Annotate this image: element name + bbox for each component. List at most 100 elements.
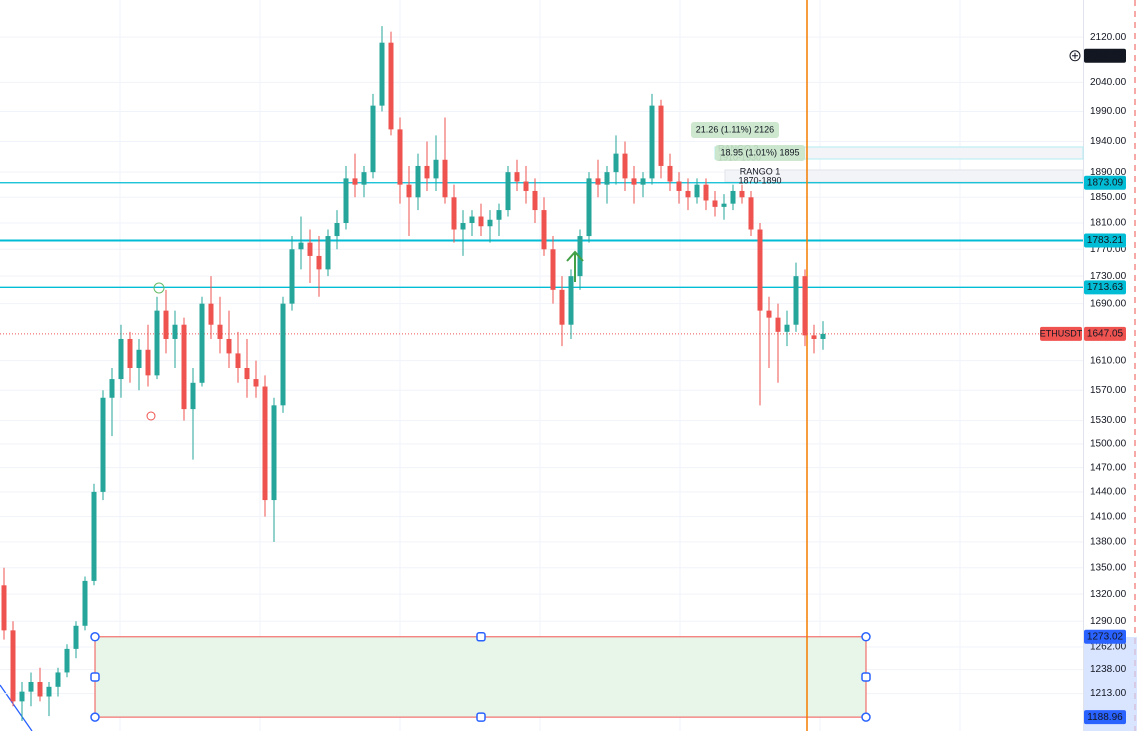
candle-body — [451, 197, 457, 230]
annotation: 1870-1890 — [738, 175, 781, 185]
candle-body — [118, 338, 124, 380]
candle-body — [694, 184, 700, 198]
candle-body — [685, 190, 691, 198]
level-badge: 1873.09 — [1087, 177, 1124, 188]
candle-body — [721, 203, 727, 207]
candle-body — [361, 172, 367, 185]
annotation-bg — [691, 122, 779, 138]
level-badge-bg — [1084, 233, 1126, 248]
y-tick-label: 1470.00 — [1090, 462, 1127, 473]
candle-body — [397, 129, 403, 185]
candle-body — [541, 210, 547, 250]
candle-body — [163, 310, 169, 339]
marker — [153, 282, 165, 294]
crosshair-badge-bg — [1084, 48, 1126, 63]
candle-body — [406, 184, 412, 198]
candle-body — [181, 324, 187, 410]
y-tick-label: 1530.00 — [1090, 415, 1127, 426]
y-tick-label: 1690.00 — [1090, 298, 1127, 309]
candle-body — [46, 686, 52, 697]
y-tick-label: 2040.00 — [1090, 77, 1127, 88]
y-tick-label: 1320.00 — [1090, 589, 1127, 600]
candle-body — [586, 178, 592, 237]
candle-body — [316, 255, 322, 270]
candle-body — [388, 42, 394, 130]
candle-body — [595, 178, 601, 185]
y-tick-label: 1262.00 — [1090, 642, 1127, 653]
candle-body — [649, 105, 655, 179]
candle-body — [415, 165, 421, 198]
candle-body — [811, 335, 817, 339]
candle-body — [217, 324, 223, 339]
handle — [476, 712, 486, 722]
candle-body — [325, 236, 331, 270]
handle — [861, 632, 871, 642]
handle — [476, 632, 486, 642]
candle-body — [262, 386, 268, 501]
candle-body — [28, 682, 34, 692]
candle-body — [460, 222, 466, 230]
candle-body — [622, 153, 628, 179]
marker — [146, 411, 156, 421]
y-tick-label: 1213.00 — [1090, 688, 1127, 699]
candle-body — [19, 691, 25, 702]
candle-body — [244, 367, 250, 380]
candle-body — [352, 178, 358, 185]
plus-icon — [1072, 52, 1078, 59]
candle-body — [82, 580, 88, 626]
candle-body — [298, 242, 304, 250]
trend-line — [0, 684, 33, 731]
candles — [1, 26, 826, 722]
handle — [90, 712, 100, 722]
candle-body — [280, 303, 286, 406]
y-tick-label: 1890.00 — [1090, 167, 1127, 178]
candle-body — [379, 42, 385, 106]
zone-badge-bg — [1084, 629, 1126, 644]
candle-body — [550, 249, 556, 290]
candle-body — [478, 216, 484, 227]
candle-body — [109, 379, 115, 398]
last-price-badge: 1647.05 — [1087, 329, 1124, 340]
y-tick-label: 1850.00 — [1090, 192, 1127, 203]
candle-body — [748, 197, 754, 230]
candle-body — [271, 405, 277, 501]
y-tick-label: 1290.00 — [1090, 616, 1127, 627]
candle-body — [343, 178, 349, 223]
candle-body — [235, 353, 241, 368]
annotation-bg — [715, 145, 805, 161]
y-tick-label: 2120.00 — [1090, 32, 1127, 43]
zone-badge-bg — [1084, 710, 1126, 725]
candle-body — [739, 190, 745, 198]
y-tick-label: 1990.00 — [1090, 106, 1127, 117]
candle-body — [532, 190, 538, 211]
candle-body — [100, 397, 106, 492]
candle-body — [199, 303, 205, 383]
candle-body — [307, 242, 313, 256]
annotation: RANGO 1 — [740, 166, 781, 176]
candle-body — [469, 216, 475, 223]
candle-body — [64, 648, 70, 673]
candle-body — [658, 105, 664, 166]
level-badge-bg — [1084, 280, 1126, 295]
candle-body — [676, 181, 682, 191]
candle-body — [127, 338, 133, 368]
candle-body — [757, 229, 763, 311]
candle-body — [208, 303, 214, 325]
candle-body — [55, 672, 61, 687]
candle-body — [370, 105, 376, 173]
y-tick-label: 1380.00 — [1090, 537, 1127, 548]
y-tick-label: 1440.00 — [1090, 487, 1127, 498]
candle-body — [703, 184, 709, 201]
y-tick-label: 1770.00 — [1090, 244, 1127, 255]
y-tick-label: 1940.00 — [1090, 136, 1127, 147]
y-tick-label: 1810.00 — [1090, 218, 1127, 229]
zone-badge: 1188.96 — [1087, 712, 1123, 723]
y-tick-label: 1570.00 — [1090, 385, 1127, 396]
candle-body — [190, 382, 196, 410]
candle-body — [172, 324, 178, 339]
crosshair-badge: 2086.59 — [1087, 50, 1124, 61]
candle-body — [136, 349, 142, 368]
range-box — [724, 169, 1084, 183]
